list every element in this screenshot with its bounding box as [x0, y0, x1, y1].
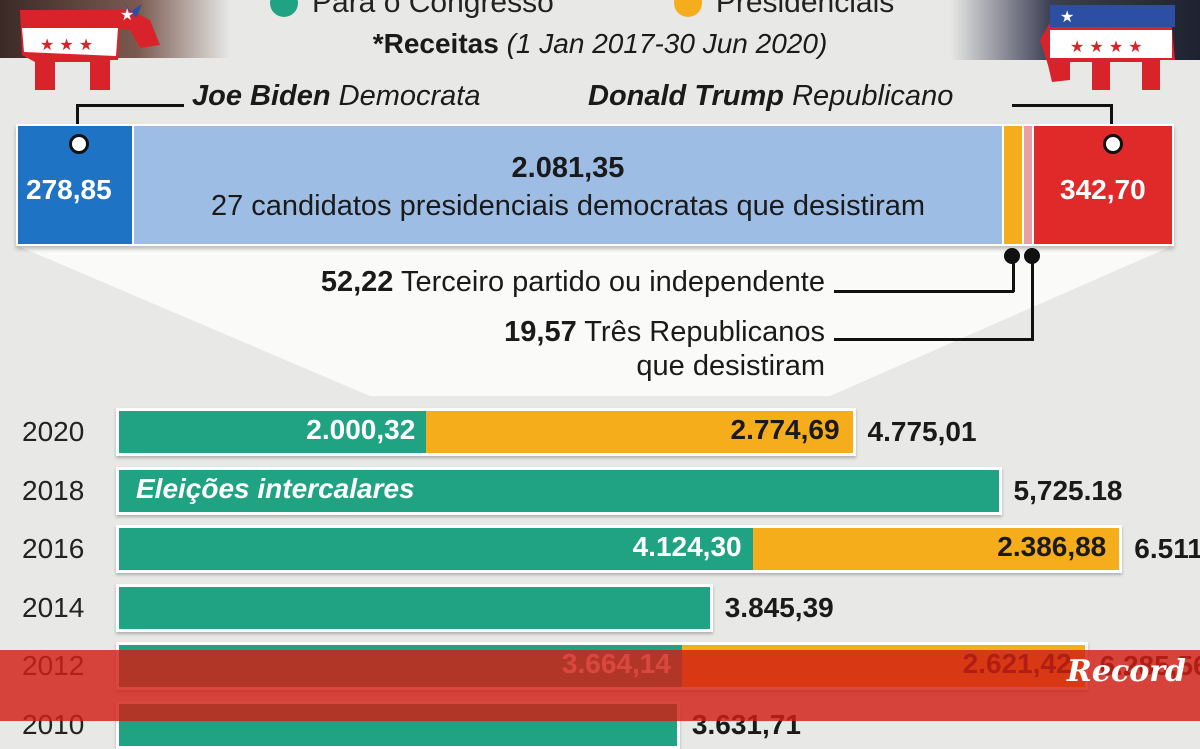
dem-dropouts-segment: 2.081,35 27 candidatos presidenciais dem…: [134, 126, 1002, 244]
biden-connector-vertical: [76, 104, 79, 140]
year-label: 2016: [22, 533, 85, 564]
congress-bar: [119, 586, 710, 629]
legend-congress: Para o Congresso: [270, 0, 554, 19]
congress-bar: [119, 411, 427, 453]
third-party-segment: [1004, 126, 1022, 244]
legend-presidential: Presidenciais: [673, 0, 895, 19]
rep-dropouts-callout: 19,57 Três Republicanos: [240, 316, 825, 349]
third-party-connector: [834, 290, 1014, 293]
rep-dropouts-segment: [1024, 126, 1032, 244]
trump-value: 342,70: [1060, 174, 1146, 205]
biden-connector: [76, 104, 184, 107]
year-row: Eleições intercalares: [116, 466, 1002, 515]
top-receipts-bar: 278,85 2.081,35 27 candidatos presidenci…: [16, 124, 1174, 246]
third-party-callout: 52,22 Terceiro partido ou independente: [240, 266, 825, 299]
biden-pin-icon: [69, 134, 89, 154]
legend-presidential-swatch: [673, 0, 702, 17]
brand-overlay: [0, 650, 1200, 721]
year-total-label: 3.845,39: [724, 591, 834, 623]
legend-congress-label: Para o Congresso: [312, 0, 554, 19]
trump-connector-vertical: [1110, 104, 1113, 140]
biden-value: 278,85: [26, 174, 112, 205]
dem-dropouts-value: 2.081,35: [511, 152, 625, 184]
congress-bar-label: 2.000,32: [306, 414, 416, 445]
legend-presidential-label: Presidenciais: [715, 0, 895, 19]
legend-congress-swatch: [270, 0, 298, 17]
congress-bar-label: 4.124,30: [632, 531, 742, 562]
third-party-value: 52,22: [320, 266, 394, 298]
presidential-bar-label: 2.774,69: [730, 414, 840, 445]
presidential-bar: [426, 411, 853, 453]
trump-party: Republicano: [792, 80, 954, 112]
rep-dropouts-connector-vertical: [1031, 256, 1034, 340]
third-party-connector-vertical: [1012, 256, 1015, 292]
funnel-shape: [18, 246, 1172, 396]
midterm-label: Eleições intercalares: [136, 472, 415, 504]
presidential-bar-label: 2.386,88: [997, 531, 1107, 562]
congress-bar: [119, 528, 753, 570]
republican-elephant-icon: ★ ★ ★ ★ ★: [1040, 5, 1175, 90]
congress-bar: [119, 469, 999, 512]
democrat-donkey-icon: ★ ★ ★ ★: [20, 0, 160, 90]
rep-dropouts-label-2: que desistiram: [636, 350, 825, 382]
trump-pin-icon: [1103, 134, 1123, 154]
brand-logo: Record: [1066, 654, 1186, 689]
trump-label: Donald Trump Republicano: [588, 80, 953, 113]
dem-dropouts-label: 27 candidatos presidenciais democratas q…: [210, 190, 926, 222]
subtitle-bold: *Receitas: [372, 28, 499, 59]
trump-segment: 342,70: [1034, 126, 1172, 244]
svg-text:★: ★: [1060, 7, 1074, 26]
year-label: 2020: [22, 416, 85, 447]
year-row: 4.124,30 2.386,88: [116, 525, 1123, 573]
biden-segment: 278,85: [18, 126, 132, 244]
svg-text:★ ★ ★: ★ ★ ★: [40, 35, 93, 54]
year-row: 2.000,32 2.774,69: [116, 408, 856, 456]
year-label: 2014: [22, 591, 85, 623]
rep-dropouts-connector: [834, 338, 1034, 341]
presidential-bar: [752, 528, 1120, 570]
biden-name: Joe Biden: [192, 80, 331, 112]
rep-dropouts-label-1: Três Republicanos: [584, 316, 825, 348]
svg-text:★: ★: [120, 5, 134, 24]
rep-dropouts-value: 19,57: [504, 316, 577, 348]
trump-name: Donald Trump: [588, 80, 785, 112]
svg-text:★ ★ ★ ★: ★ ★ ★ ★: [1070, 37, 1143, 56]
year-row: [116, 583, 713, 632]
biden-label: Joe Biden Democrata: [192, 80, 480, 113]
subtitle: *Receitas (1 Jan 2017-30 Jun 2020): [0, 28, 1200, 60]
year-total-label: 5,725.18: [1013, 474, 1123, 506]
subtitle-italic: (1 Jan 2017-30 Jun 2020): [506, 28, 828, 59]
year-label: 2018: [22, 474, 85, 506]
trump-connector: [1012, 104, 1112, 107]
legend: Para o Congresso Presidenciais: [270, 0, 895, 19]
biden-party: Democrata: [338, 80, 481, 112]
year-total-label: 4.775,01: [867, 416, 977, 447]
third-party-label: Terceiro partido ou independente: [400, 266, 825, 298]
year-total-label: 6.511,18: [1134, 533, 1200, 564]
